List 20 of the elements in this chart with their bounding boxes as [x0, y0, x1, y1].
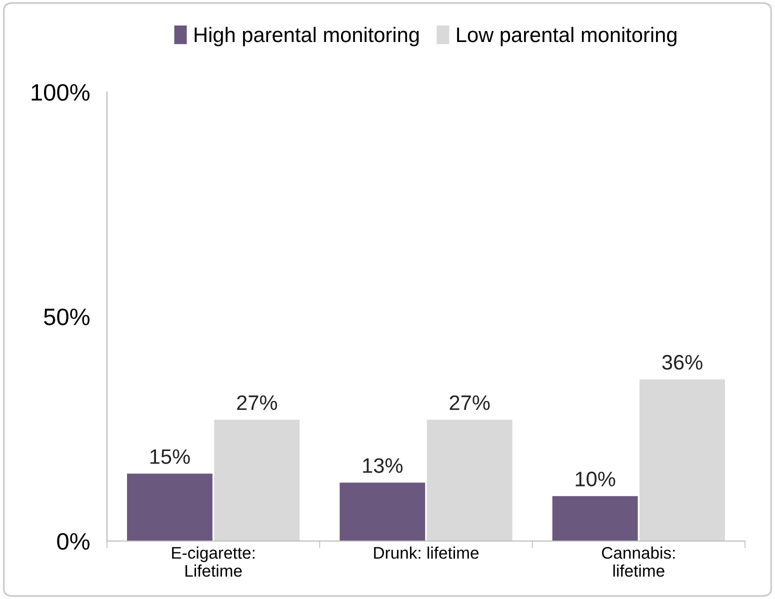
- x-tick-label: Drunk: lifetime: [374, 546, 479, 559]
- bar: [127, 474, 212, 541]
- bar: [426, 420, 512, 541]
- legend-label: Low parental monitoring: [457, 26, 676, 46]
- data-label: 27%: [237, 395, 278, 410]
- data-label: 36%: [662, 354, 702, 370]
- x-tick-label: Cannabis: lifetime: [602, 546, 675, 577]
- legend-label: High parental monitoring: [194, 26, 419, 46]
- y-tick-label: 50%: [44, 308, 90, 326]
- y-tick-label: 100%: [32, 84, 90, 101]
- data-label: 10%: [576, 472, 616, 486]
- bar: [552, 496, 638, 541]
- bar: [340, 482, 426, 541]
- bar: [214, 420, 300, 541]
- bar: [640, 379, 725, 541]
- x-tick-label: E-cigarette: Lifetime: [172, 546, 254, 577]
- data-label: 13%: [363, 458, 403, 473]
- y-tick-label: 0%: [57, 533, 90, 550]
- data-label: 15%: [150, 449, 190, 464]
- data-label: 27%: [450, 395, 490, 410]
